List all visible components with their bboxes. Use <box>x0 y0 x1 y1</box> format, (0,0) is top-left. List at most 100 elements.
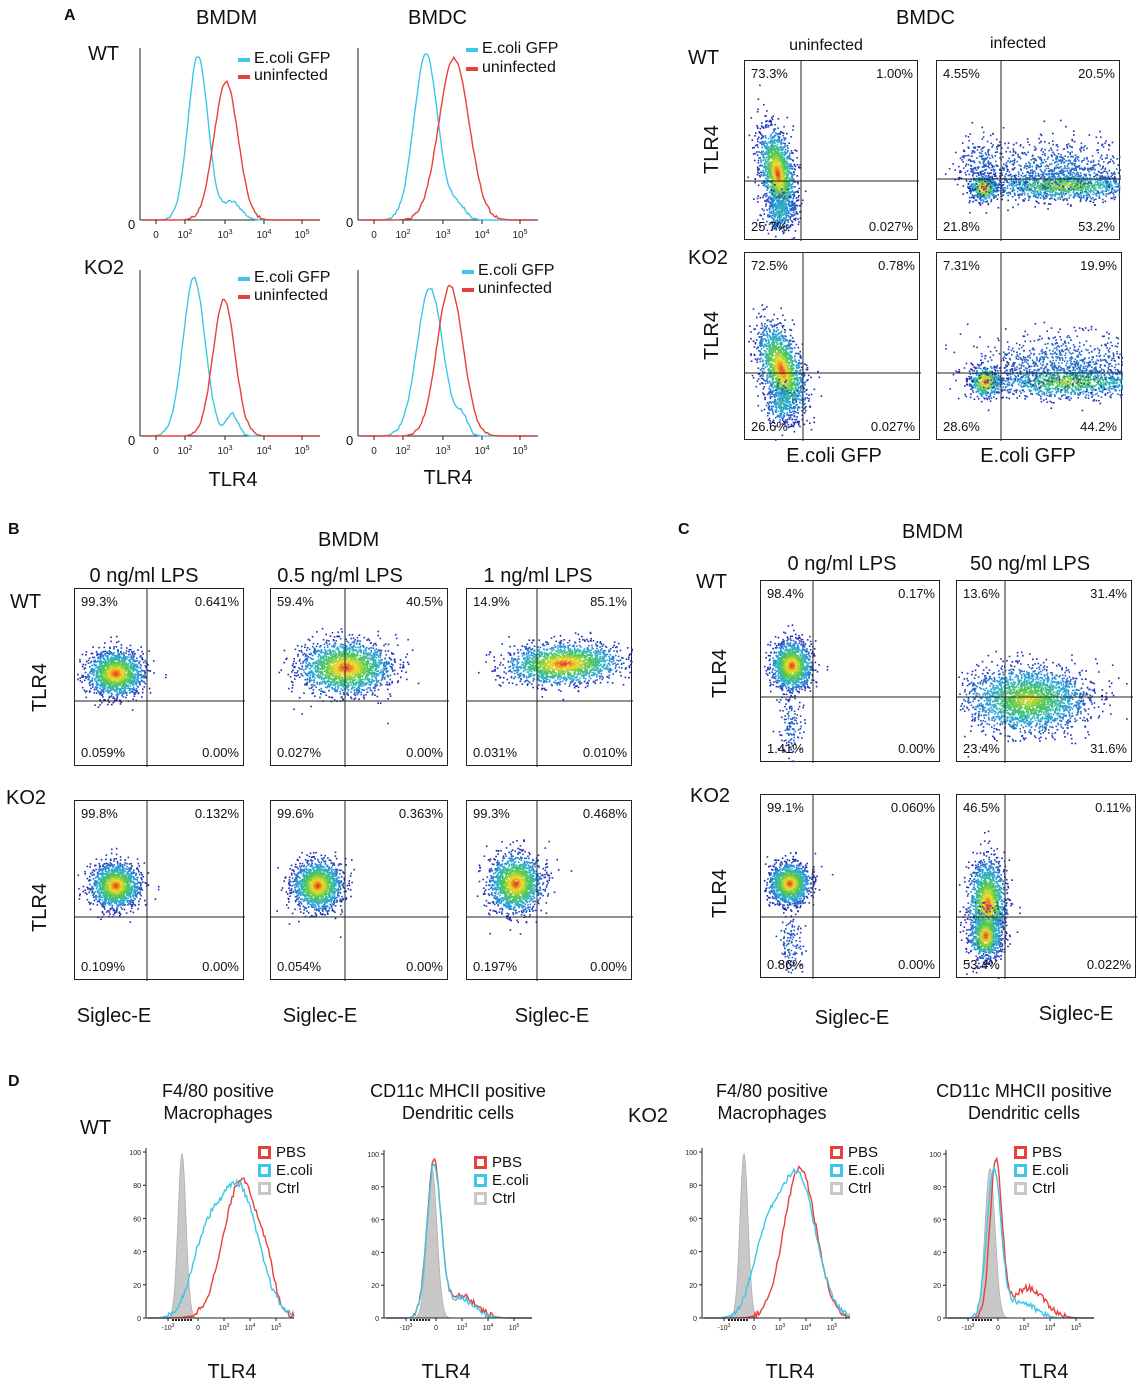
x-tick-label: 103 <box>219 1323 230 1332</box>
quadrant-lr-percent: 0.010% <box>583 746 627 759</box>
y-tick-label: 80 <box>689 1183 697 1190</box>
a-scatter-xlabel: E.coli GFP <box>980 446 1076 466</box>
a-ko2-label: KO2 <box>84 258 124 278</box>
d-xlabel: TLR4 <box>1020 1362 1069 1382</box>
x-tick-label: 105 <box>512 445 527 457</box>
legend-pbs: PBS <box>848 1145 878 1160</box>
y-tick-label: 60 <box>133 1216 141 1223</box>
legend-ecoli-gfp: E.coli GFP <box>478 263 554 279</box>
b-ko2-label: KO2 <box>6 788 46 808</box>
d-wt-dc-title-1: CD11c MHCII positive <box>370 1082 546 1100</box>
quadrant-ul-percent: 13.6% <box>963 587 1000 600</box>
legend-ecoli-swatch <box>1014 1164 1027 1177</box>
hist-y-tick-zero: 0 <box>128 434 135 447</box>
c-title: BMDM <box>902 522 963 542</box>
panel-letter-c: C <box>678 522 690 538</box>
y-tick-label: 40 <box>689 1250 697 1257</box>
legend-uninfected: uninfected <box>478 281 552 297</box>
x-tick-label: 104 <box>801 1323 812 1332</box>
quadrant-lr-percent: 0.00% <box>406 960 443 973</box>
x-tick-label: 103 <box>435 229 450 241</box>
panel-letter-d: D <box>8 1074 20 1090</box>
quadrant-ll-percent: 53.4% <box>963 958 1000 971</box>
series-ecoli-curve <box>704 1167 851 1319</box>
dot-plot: 99.1% 0.060% 0.86% 0.00% <box>760 794 941 979</box>
b-xlabel: Siglec-E <box>283 1006 357 1026</box>
quadrant-ur-percent: 0.132% <box>195 807 239 820</box>
d-xlabel: TLR4 <box>208 1362 257 1382</box>
y-tick-label: 0 <box>693 1316 697 1323</box>
x-tick-label: 105 <box>512 229 527 241</box>
legend-ctrl: Ctrl <box>1032 1181 1055 1196</box>
a-bmdc-title: BMDC <box>408 8 467 28</box>
legend-ecoli-gfp: E.coli GFP <box>482 41 558 57</box>
quadrant-ll-percent: 0.197% <box>473 960 517 973</box>
legend-ctrl-swatch <box>1014 1182 1027 1195</box>
y-tick-label: 20 <box>689 1283 697 1290</box>
quadrant-ll-percent: 0.054% <box>277 960 321 973</box>
legend-ecoli: E.coli <box>1032 1163 1069 1178</box>
legend-ecoli-gfp-swatch <box>466 48 478 52</box>
dot-plot-canvas <box>271 589 449 767</box>
quadrant-ur-percent: 0.363% <box>399 807 443 820</box>
x-tick-label: 104 <box>474 445 489 457</box>
legend-ecoli-gfp: E.coli GFP <box>254 270 330 286</box>
legend-ecoli-gfp: E.coli GFP <box>254 51 330 67</box>
quadrant-ll-percent: 26.6% <box>751 420 788 433</box>
legend-ecoli-swatch <box>830 1164 843 1177</box>
b-col-2: 1 ng/ml LPS <box>484 566 593 586</box>
x-tick-label: 0 <box>752 1325 756 1332</box>
d-wt-mac-title-1: F4/80 positive <box>162 1082 274 1100</box>
a-bmdc-xlabel: TLR4 <box>424 468 473 488</box>
dot-plot: 7.31% 19.9% 28.6% 44.2% <box>936 252 1123 441</box>
quadrant-ur-percent: 0.468% <box>583 807 627 820</box>
hist-y-tick-zero: 0 <box>346 434 353 447</box>
y-tick-label: 40 <box>133 1250 141 1257</box>
legend-uninfected: uninfected <box>254 68 328 84</box>
y-tick-label: 60 <box>689 1216 697 1223</box>
series-uninfected-curve <box>360 55 536 221</box>
quadrant-ur-percent: 1.00% <box>876 67 913 80</box>
panel-letter-b: B <box>8 522 20 538</box>
quadrant-ll-percent: 0.109% <box>81 960 125 973</box>
quadrant-ll-percent: 23.4% <box>963 742 1000 755</box>
quadrant-lr-percent: 0.00% <box>202 960 239 973</box>
hist-y-tick-zero: 0 <box>128 218 135 231</box>
series-uninfected-curve <box>142 298 318 437</box>
series-ecoli-gfp-curve <box>360 288 536 437</box>
x-tick-label: 105 <box>294 229 309 241</box>
panel-letter-a: A <box>64 8 76 24</box>
a-scatter-ylabel: TLR4 <box>701 125 723 174</box>
quadrant-ll-percent: 0.027% <box>277 746 321 759</box>
dot-plot: 99.3% 0.468% 0.197% 0.00% <box>466 800 633 981</box>
legend-ecoli: E.coli <box>276 1163 313 1178</box>
dot-plot-canvas <box>957 581 1133 763</box>
y-tick-label: 0 <box>937 1316 941 1323</box>
legend-ctrl-swatch <box>258 1182 271 1195</box>
dot-plot: 98.4% 0.17% 1.41% 0.00% <box>760 580 941 763</box>
d-xlabel: TLR4 <box>422 1362 471 1382</box>
legend-ctrl: Ctrl <box>276 1181 299 1196</box>
b-col-0: 0 ng/ml LPS <box>90 566 199 586</box>
quadrant-ll-percent: 25.7% <box>751 220 788 233</box>
dot-plot-canvas <box>467 589 633 767</box>
legend-ecoli: E.coli <box>848 1163 885 1178</box>
quadrant-ll-percent: 21.8% <box>943 220 980 233</box>
d-ko-mac-title-1: F4/80 positive <box>716 1082 828 1100</box>
y-tick-label: 40 <box>933 1250 941 1257</box>
dot-plot: 4.55% 20.5% 21.8% 53.2% <box>936 60 1121 241</box>
x-tick-label: 104 <box>245 1323 256 1332</box>
quadrant-lr-percent: 0.027% <box>871 420 915 433</box>
x-tick-label: 104 <box>483 1323 494 1332</box>
c-ylabel: TLR4 <box>709 869 731 918</box>
dot-plot-canvas <box>75 801 245 981</box>
quadrant-lr-percent: 0.00% <box>202 746 239 759</box>
y-tick-label: 60 <box>933 1218 941 1225</box>
x-tick-label: 105 <box>509 1323 520 1332</box>
c-xlabel: Siglec-E <box>815 1008 889 1028</box>
legend-uninfected-swatch <box>238 75 250 79</box>
y-tick-label: 100 <box>685 1150 697 1157</box>
y-tick-label: 0 <box>375 1316 379 1323</box>
histogram-d-ko2-macrophages: 100 80 60 40 20 0 -103 0 103 104 105 <box>685 1148 851 1332</box>
quadrant-ur-percent: 20.5% <box>1078 67 1115 80</box>
